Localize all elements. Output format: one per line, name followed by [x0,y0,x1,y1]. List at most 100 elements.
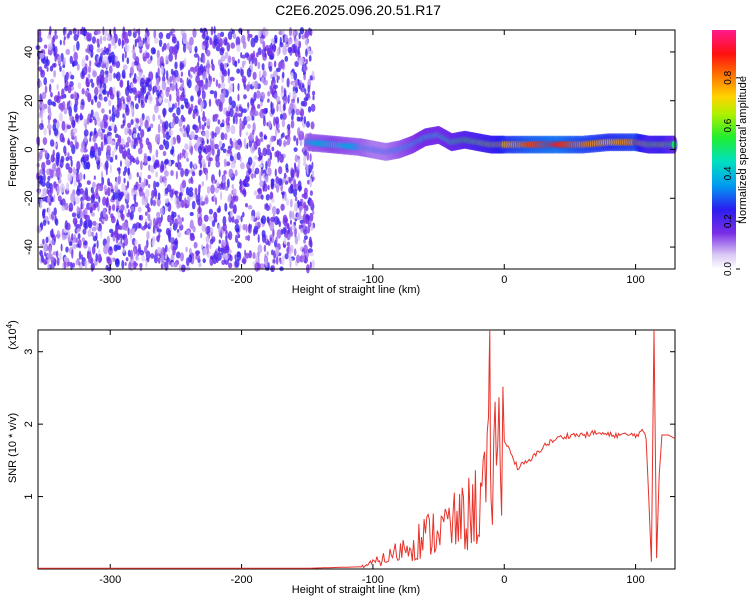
noise-cell [172,112,176,118]
noise-cell [91,82,95,88]
noise-cell [262,147,268,157]
noise-cell [297,46,300,55]
noise-cell [234,223,240,233]
noise-cell [188,107,193,114]
noise-cell [164,261,169,271]
noise-cell [236,215,241,221]
noise-cell [257,47,262,56]
noise-cell [81,237,86,242]
noise-cell [179,77,183,83]
noise-cell [196,61,200,68]
noise-cell [170,122,175,129]
noise-cell [136,156,139,164]
noise-cell [79,217,83,227]
noise-cell [188,191,194,197]
noise-cell [239,184,243,193]
noise-cell [254,35,259,44]
noise-cell [111,55,115,65]
noise-cell [98,85,104,95]
noise-cell [234,169,238,177]
noise-cell [92,70,97,78]
noise-cell [70,159,73,167]
noise-cell [125,106,130,116]
noise-cell [58,112,63,122]
noise-cell [223,158,227,168]
noise-cell [276,247,279,257]
noise-cell [112,204,116,211]
noise-cell [75,237,79,244]
noise-cell [309,199,314,207]
noise-cell [143,155,148,165]
spectrogram-ytick-label: 20 [23,95,35,107]
noise-cell [261,63,265,71]
noise-cell [208,215,214,222]
noise-cell [189,74,193,79]
noise-cell [75,195,80,205]
colorbar-tick-label: 0.0 [723,262,734,276]
noise-cell [132,157,136,164]
noise-cell [237,93,240,102]
noise-cell [282,112,287,120]
noise-cell [202,131,206,137]
noise-cell [64,202,69,211]
noise-cell [74,98,79,107]
noise-cell [213,218,218,223]
noise-cell [251,81,255,87]
noise-cell [194,125,199,134]
noise-cell [252,252,256,259]
noise-cell [224,186,229,191]
noise-cell [72,27,77,35]
noise-cell [153,217,156,227]
snr-xtick-label: -200 [231,574,253,586]
noise-cell [311,259,315,269]
noise-cell [168,53,174,62]
noise-cell [138,41,143,47]
noise-cell [194,46,198,53]
noise-cell [73,51,78,62]
noise-cell [103,184,107,193]
noise-cell [116,218,119,226]
noise-cell [171,36,177,44]
noise-cell [92,181,96,189]
noise-cell [68,167,73,174]
noise-cell [275,208,280,215]
noise-cell [107,131,112,136]
noise-cell [162,150,167,157]
noise-cell [156,211,161,219]
noise-cell [307,225,311,234]
noise-cell [259,180,264,188]
noise-cell [115,154,118,160]
noise-cell [290,119,295,129]
noise-cell [302,201,307,209]
noise-cell [243,94,247,100]
noise-cell [217,148,221,158]
noise-cell [124,159,130,166]
noise-cell [255,135,259,143]
noise-cell [253,91,257,102]
noise-cell [82,228,87,235]
noise-cell [265,160,268,171]
noise-cell [237,113,243,118]
noise-cell [44,251,46,257]
noise-cell [57,154,60,163]
noise-cell [127,122,132,129]
noise-cell [79,112,83,121]
noise-cell [52,118,58,124]
noise-cell [224,202,228,212]
noise-cell [202,31,206,40]
noise-cell [265,108,268,114]
noise-cell [135,118,140,124]
noise-cell [93,142,97,151]
noise-cell [293,188,298,197]
noise-cell [49,139,55,147]
noise-cell [176,134,181,144]
noise-cell [127,148,131,155]
noise-cell [76,40,80,51]
noise-cell [147,30,150,38]
noise-cell [263,135,268,140]
noise-cell [37,175,43,180]
noise-cell [299,201,303,207]
noise-cell [85,91,88,97]
noise-cell [292,210,295,220]
noise-cell [152,154,156,164]
